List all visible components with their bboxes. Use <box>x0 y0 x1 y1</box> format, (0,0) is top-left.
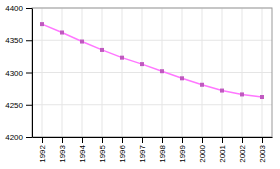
grid-line-y <box>32 40 272 41</box>
marker <box>80 40 84 44</box>
x-tick: 1993 <box>58 137 67 163</box>
x-tick: 1997 <box>138 137 147 163</box>
grid-line-y <box>32 72 272 73</box>
marker <box>60 31 64 35</box>
marker <box>260 95 264 99</box>
x-tick-mark <box>202 137 203 143</box>
x-tick-mark <box>42 137 43 143</box>
x-tick-label: 1997 <box>138 144 147 162</box>
marker <box>160 69 164 73</box>
grid <box>32 8 272 137</box>
grid-line-y <box>32 104 272 105</box>
x-tick: 2003 <box>258 137 267 163</box>
x-tick-mark <box>262 137 263 143</box>
x-tick-mark <box>242 137 243 143</box>
x-tick-label: 2000 <box>198 144 207 162</box>
x-tick-mark <box>182 137 183 143</box>
marker <box>180 76 184 80</box>
chart: 1992 1993 1994 1995 1996 1997 1998 1999 2000 2001… <box>0 0 280 169</box>
x-tick-mark <box>142 137 143 143</box>
x-tick: 1992 <box>38 137 47 163</box>
marker <box>100 48 104 52</box>
y-tick-mark <box>26 40 32 41</box>
x-tick: 1994 <box>78 137 87 163</box>
y-tick: 4200 <box>5 133 32 142</box>
x-tick-label: 1993 <box>58 144 67 162</box>
x-tick: 1996 <box>118 137 127 163</box>
plot: 1992 1993 1994 1995 1996 1997 1998 1999 2000 2001… <box>5 4 272 163</box>
y-tick: 4350 <box>5 36 32 45</box>
y-tick-mark <box>26 137 32 138</box>
y-tick-mark <box>26 73 32 74</box>
marker <box>240 92 244 96</box>
marker <box>220 89 224 93</box>
x-tick-mark <box>222 137 223 143</box>
x-tick-label: 1999 <box>178 144 187 162</box>
x-tick-mark <box>102 137 103 143</box>
x-tick-label: 2001 <box>218 144 227 162</box>
line <box>42 24 262 97</box>
y-axis: 4200 4250 4300 4350 4400 <box>5 4 32 142</box>
x-tick: 2001 <box>218 137 227 163</box>
y-tick-label: 4400 <box>5 4 23 13</box>
x-tick: 1999 <box>178 137 187 163</box>
y-tick-label: 4250 <box>5 101 23 110</box>
marker <box>140 62 144 66</box>
marker <box>120 56 124 60</box>
x-tick: 1998 <box>158 137 167 163</box>
x-axis-line <box>33 137 273 138</box>
x-tick-mark <box>62 137 63 143</box>
x-tick-label: 2002 <box>238 144 247 162</box>
x-tick-label: 1992 <box>38 144 47 162</box>
x-tick: 2002 <box>238 137 247 163</box>
plot-frame <box>32 8 272 137</box>
x-tick-mark <box>122 137 123 143</box>
marker <box>200 83 204 87</box>
x-tick-mark <box>82 137 83 143</box>
y-tick: 4400 <box>5 4 32 13</box>
x-tick: 2000 <box>198 137 207 163</box>
y-tick: 4300 <box>5 69 32 78</box>
x-tick-label: 2003 <box>258 144 267 162</box>
y-tick-mark <box>26 105 32 106</box>
x-tick-label: 1998 <box>158 144 167 162</box>
y-axis-line <box>32 9 33 138</box>
x-axis: 1992 1993 1994 1995 1996 1997 1998 1999 2000 2001… <box>33 137 273 163</box>
x-tick-mark <box>162 137 163 143</box>
y-tick-label: 4300 <box>5 69 23 78</box>
x-tick-label: 1994 <box>78 144 87 162</box>
x-tick-label: 1996 <box>118 144 127 162</box>
marker <box>40 22 44 26</box>
x-tick: 1995 <box>98 137 107 163</box>
marks <box>40 22 264 99</box>
y-tick-mark <box>26 8 32 9</box>
y-tick-label: 4200 <box>5 133 23 142</box>
y-tick: 4250 <box>5 101 32 110</box>
y-tick-label: 4350 <box>5 36 23 45</box>
x-tick-label: 1995 <box>98 144 107 162</box>
